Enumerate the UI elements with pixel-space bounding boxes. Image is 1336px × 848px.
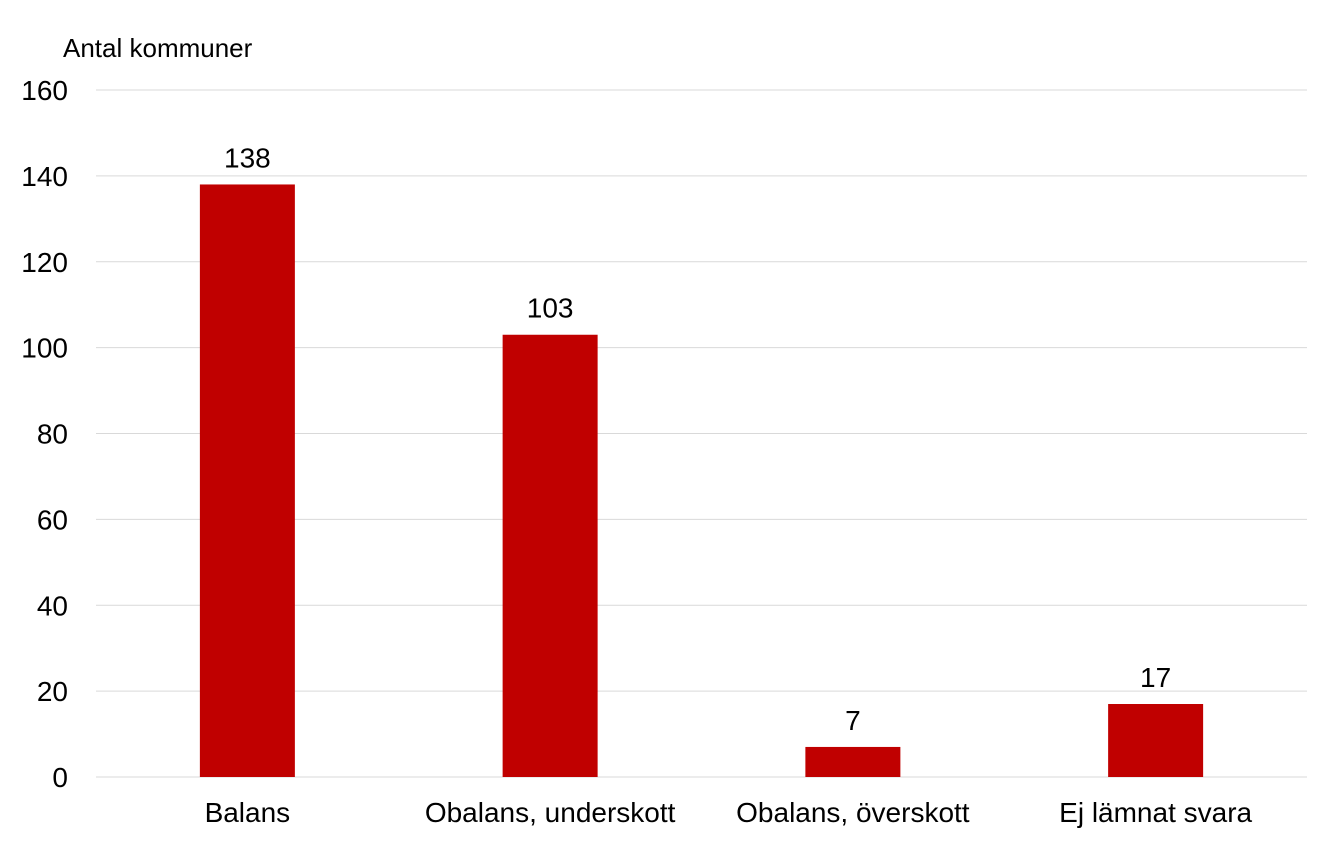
y-tick-label: 140 <box>21 161 68 192</box>
x-axis-categories: Balans Obalans, underskott Obalans, översk… <box>205 797 1253 828</box>
x-category-label: Obalans, underskott <box>425 797 676 828</box>
bar <box>805 746 901 777</box>
x-category-label: Ej lämnat svara <box>1059 797 1252 828</box>
data-label: 138 <box>224 142 271 173</box>
x-category-label: Obalans, överskott <box>736 797 970 828</box>
y-tick-label: 40 <box>37 590 68 621</box>
y-axis-ticks: 0 20 40 60 80 100 120 140 160 <box>21 75 68 793</box>
bar <box>1108 704 1204 777</box>
data-labels: 138 103 7 17 <box>224 142 1171 735</box>
bars <box>199 184 1204 777</box>
y-tick-label: 80 <box>37 419 68 450</box>
data-label: 7 <box>845 705 861 736</box>
data-label: 103 <box>527 293 574 324</box>
bar <box>502 334 598 777</box>
y-tick-label: 20 <box>37 676 68 707</box>
y-tick-label: 0 <box>52 762 68 793</box>
data-label: 17 <box>1140 662 1171 693</box>
y-tick-label: 100 <box>21 333 68 364</box>
y-axis-label: Antal kommuner <box>63 33 253 63</box>
y-tick-label: 120 <box>21 247 68 278</box>
gridlines <box>96 89 1307 778</box>
bar <box>199 184 295 777</box>
y-tick-label: 60 <box>37 504 68 535</box>
x-category-label: Balans <box>205 797 291 828</box>
y-tick-label: 160 <box>21 75 68 106</box>
